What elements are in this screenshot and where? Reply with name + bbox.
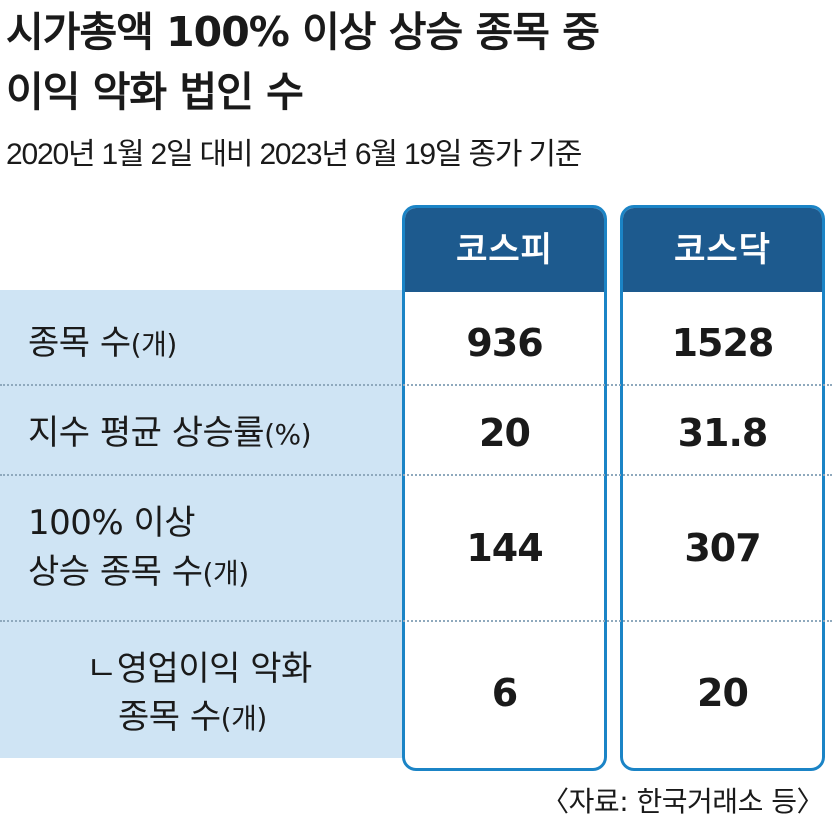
row-label-unit: (개) — [202, 557, 250, 590]
row-label-text-line-1: ㄴ영업이익 악화 — [86, 649, 312, 689]
column-kosdaq: 코스닥 — [620, 205, 825, 771]
column-kospi: 코스피 — [402, 205, 607, 771]
row-label-over-100-rise: 100% 이상 — [28, 500, 196, 546]
row-label-text-line-1: 100% 이상 — [28, 503, 196, 543]
row-divider — [0, 620, 832, 622]
column-header-kospi: 코스피 — [405, 208, 604, 292]
row-divider — [0, 384, 832, 386]
row-label-unit: (%) — [264, 418, 312, 451]
row-label-text: 종목 수 — [28, 323, 131, 363]
row-label-text: 지수 평균 상승률 — [28, 413, 265, 453]
row-label-band — [0, 290, 402, 758]
cell-kospi-op-profit-worse: 6 — [491, 671, 518, 715]
chart-title: 시가총액 100% 이상 상승 종목 중 이익 악화 법인 수 — [6, 2, 826, 122]
column-header-kosdaq: 코스닥 — [623, 208, 822, 292]
row-label-stock-count: 종목 수(개) — [28, 320, 177, 368]
title-line-1: 시가총액 100% 이상 상승 종목 중 — [6, 8, 600, 56]
row-label-unit: (개) — [220, 702, 268, 735]
cell-kospi-stock-count: 936 — [466, 321, 543, 365]
chart-subtitle: 2020년 1월 2일 대비 2023년 6월 19일 종가 기준 — [6, 138, 582, 171]
cell-kospi-index-avg-rise: 20 — [479, 411, 531, 455]
row-label-unit: (개) — [130, 328, 178, 361]
cell-kospi-over-100-rise: 144 — [466, 526, 543, 570]
cell-kosdaq-op-profit-worse: 20 — [697, 671, 749, 715]
row-label-over-100-rise-line-2: 상승 종목 수(개) — [28, 549, 249, 597]
cell-kosdaq-over-100-rise: 307 — [684, 526, 761, 570]
row-label-text-line-2: 상승 종목 수 — [28, 552, 203, 592]
cell-kosdaq-stock-count: 1528 — [671, 321, 775, 365]
title-line-2: 이익 악화 법인 수 — [6, 68, 304, 116]
row-label-op-profit-worse: ㄴ영업이익 악화 — [86, 646, 312, 692]
row-divider — [0, 474, 832, 476]
row-label-index-avg-rise: 지수 평균 상승률(%) — [28, 410, 312, 458]
cell-kosdaq-index-avg-rise: 31.8 — [677, 411, 769, 455]
row-label-op-profit-worse-line-2: 종목 수(개) — [118, 694, 267, 742]
source-note: 〈자료: 한국거래소 등〉 — [541, 785, 824, 818]
row-label-text-line-2: 종목 수 — [118, 697, 221, 737]
